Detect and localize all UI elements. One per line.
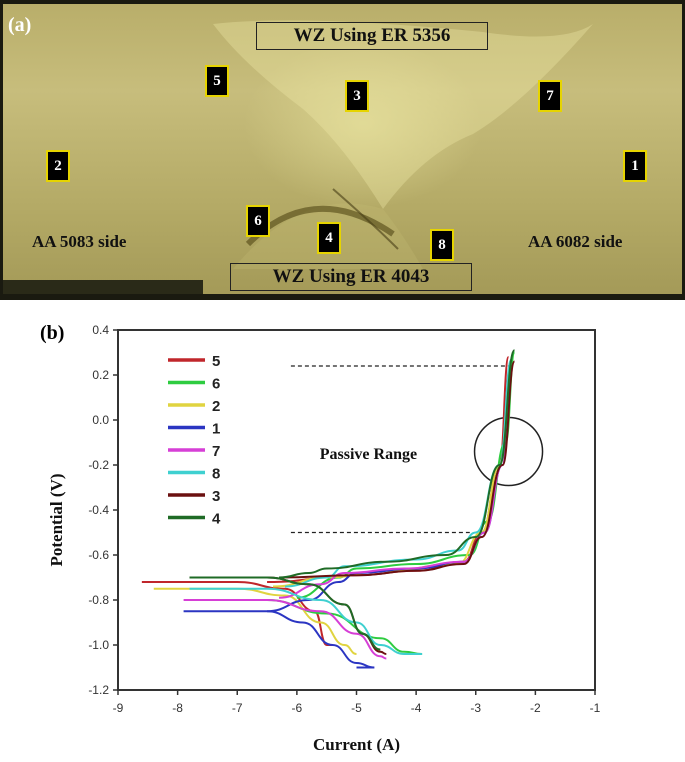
y-tick-label: 0.4 [92, 323, 109, 337]
series-5-cathodic [141, 580, 333, 646]
y-tick-label: -1.0 [88, 638, 109, 652]
series-4-anodic [278, 349, 516, 579]
location-marker-6: 6 [246, 205, 270, 237]
series-4-cathodic [189, 576, 381, 651]
passive-range-label: Passive Range [320, 446, 417, 463]
y-tick-label: -0.2 [88, 458, 109, 472]
legend-label-5: 5 [212, 353, 220, 370]
location-marker-3: 3 [345, 80, 369, 112]
weld-cross-section-photo [3, 4, 682, 294]
x-tick-label: -1 [590, 701, 601, 715]
y-tick-label: 0.2 [92, 368, 109, 382]
legend-label-7: 7 [212, 443, 220, 460]
y-tick-label: 0.0 [92, 413, 109, 427]
y-axis-label: Potential (V) [47, 473, 66, 566]
location-marker-5: 5 [205, 65, 229, 97]
x-axis-label: Current (A) [313, 735, 400, 754]
aa6082-side-label: AA 6082 side [528, 232, 623, 251]
legend-label-8: 8 [212, 466, 220, 483]
series-8-anodic [284, 358, 513, 588]
x-tick-label: -5 [351, 701, 362, 715]
panel-label-a: (a) [8, 14, 32, 36]
location-marker-8: 8 [430, 229, 454, 261]
location-marker-4: 4 [317, 222, 341, 254]
legend-label-6: 6 [212, 376, 220, 393]
legend-label-2: 2 [212, 398, 220, 415]
location-marker-2: 2 [46, 150, 70, 182]
polarization-chart: (b) -9 -8 -7 -6 -5 -4 -3 -2 -1 0.4 0.2 0.0 -0.2 -0.4-… [0, 300, 685, 757]
panel-label-b: (b) [40, 322, 65, 344]
series-7-cathodic [183, 599, 387, 660]
location-marker-1: 1 [623, 150, 647, 182]
x-tick-label: -4 [411, 701, 422, 715]
y-tick-label: -1.2 [88, 683, 109, 697]
wz-er5356-label: WZ Using ER 5356 [256, 22, 488, 50]
legend-label-1: 1 [212, 421, 220, 438]
chart-plot: -9 -8 -7 -6 -5 -4 -3 -2 -1 0.4 0.2 0.0 -0.2 -0.4 -0.6 -… [47, 323, 601, 754]
micrograph-panel: (a) WZ Using ER 5356 WZ Using ER 4043 AA… [0, 0, 685, 300]
legend-label-4: 4 [212, 511, 221, 528]
x-tick-label: -2 [530, 701, 541, 715]
legend-label-3: 3 [212, 488, 220, 505]
series-1-cathodic [183, 610, 375, 669]
series-8-cathodic [189, 587, 423, 655]
wz-er4043-label: WZ Using ER 4043 [230, 263, 472, 291]
series-2-anodic [273, 362, 513, 588]
x-tick-label: -8 [172, 701, 183, 715]
series-5-anodic [267, 356, 510, 583]
y-tick-label: -0.8 [88, 593, 109, 607]
x-tick-label: -6 [292, 701, 303, 715]
series-6-cathodic [207, 599, 423, 655]
x-tick-label: -7 [232, 701, 243, 715]
series-3-anodic [278, 360, 516, 579]
x-tick-label: -3 [470, 701, 481, 715]
location-marker-7: 7 [538, 80, 562, 112]
y-tick-label: -0.4 [88, 503, 109, 517]
y-tick-label: -0.6 [88, 548, 109, 562]
aa5083-side-label: AA 5083 side [32, 232, 127, 251]
x-tick-label: -9 [113, 701, 124, 715]
